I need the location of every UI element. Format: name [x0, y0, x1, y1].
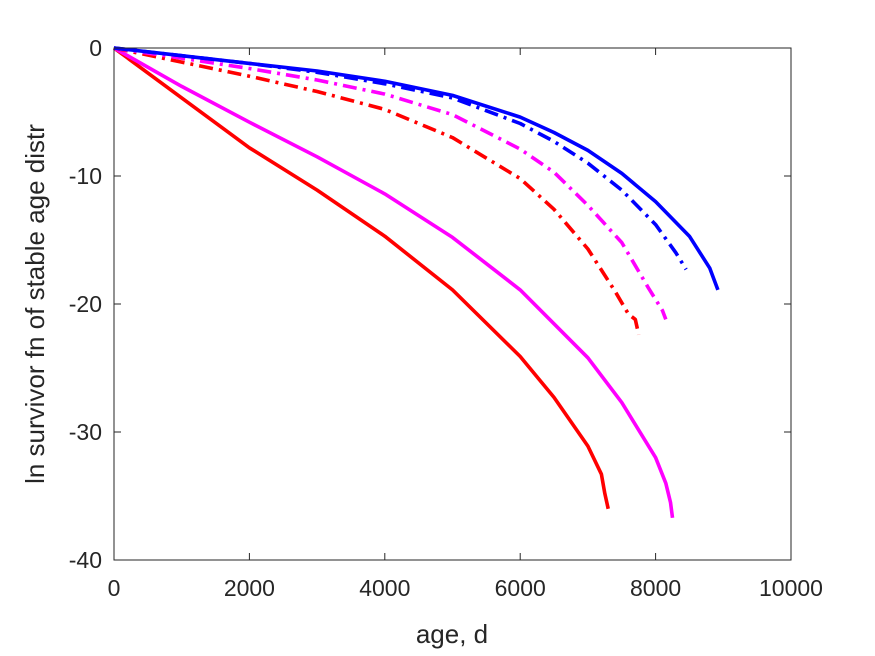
x-tick-label: 0: [108, 575, 121, 601]
series-line-6: [113, 46, 720, 291]
series-line-4: [113, 46, 668, 321]
y-axis-label: ln survivor fn of stable age distr: [20, 124, 50, 484]
series-line-1: [112, 46, 610, 510]
x-tick-label: 6000: [495, 575, 546, 601]
y-tick-label: -10: [69, 163, 102, 189]
series-line-3: [113, 46, 641, 336]
y-tick-label: -30: [69, 419, 102, 445]
x-tick-label: 4000: [359, 575, 410, 601]
x-tick-label: 8000: [630, 575, 681, 601]
series-layer: [112, 46, 720, 519]
series-line-2: [113, 46, 675, 519]
y-tick-label: 0: [89, 35, 102, 61]
y-tick-label: -20: [69, 291, 102, 317]
x-axis-label: age, d: [416, 619, 488, 649]
tick-layer: 0 2000 4000 6000 8000 10000 0 -10 -20 -30 -40: [69, 35, 823, 601]
x-tick-label: 2000: [224, 575, 275, 601]
x-tick-label: 10000: [759, 575, 823, 601]
y-tick-label: -40: [69, 547, 102, 573]
